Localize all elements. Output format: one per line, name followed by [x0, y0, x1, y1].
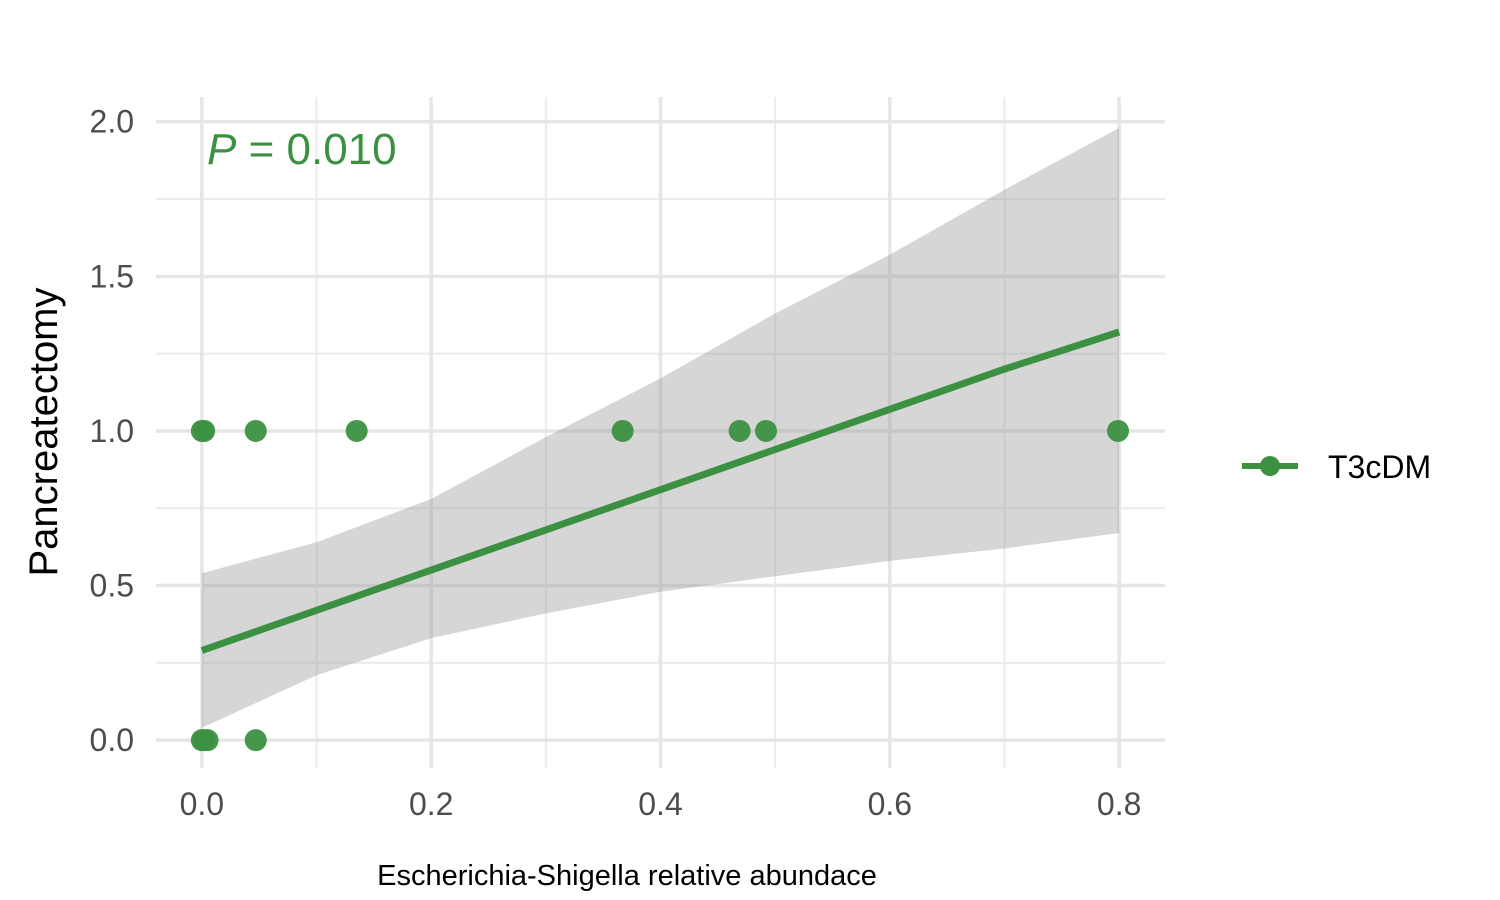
x-axis-title: Escherichia-Shigella relative abundace	[377, 860, 877, 892]
confidence-band	[201, 127, 1120, 728]
confidence-band-layer	[201, 127, 1120, 728]
data-point	[345, 419, 368, 442]
y-tick-label: 0.5	[90, 568, 134, 604]
data-point	[193, 419, 216, 442]
p-value-annotation: P = 0.010	[207, 125, 397, 174]
data-points	[190, 419, 1129, 752]
legend: T3cDM	[1242, 449, 1431, 485]
x-tick-label: 0.4	[638, 786, 682, 822]
data-point	[244, 419, 267, 442]
x-tick-label: 0.6	[868, 786, 912, 822]
x-tick-label: 0.2	[409, 786, 453, 822]
data-point	[611, 419, 634, 442]
y-axis-title: Pancreatectomy	[22, 287, 66, 576]
p-value-number: = 0.010	[236, 125, 396, 174]
data-point	[754, 419, 777, 442]
y-tick-label: 1.0	[90, 413, 134, 449]
y-tick-label: 0.0	[90, 722, 134, 758]
y-tick-labels: 0.0 0.5 1.0 1.5 2.0	[90, 104, 134, 758]
data-point	[1106, 419, 1129, 442]
y-tick-label: 1.5	[90, 258, 134, 294]
fit-line	[200, 328, 1121, 654]
p-value-italic: P	[207, 125, 237, 174]
x-tick-label: 0.8	[1097, 786, 1141, 822]
data-point	[728, 419, 751, 442]
fit-line-layer	[200, 328, 1121, 654]
legend-key-point	[1260, 456, 1280, 476]
legend-label-t3cdm: T3cDM	[1328, 449, 1431, 485]
x-tick-labels: 0.0 0.2 0.4 0.6 0.8	[180, 786, 1142, 822]
y-tick-label: 2.0	[90, 104, 134, 140]
data-point	[244, 729, 267, 752]
x-tick-label: 0.0	[180, 786, 224, 822]
data-point	[196, 729, 219, 752]
